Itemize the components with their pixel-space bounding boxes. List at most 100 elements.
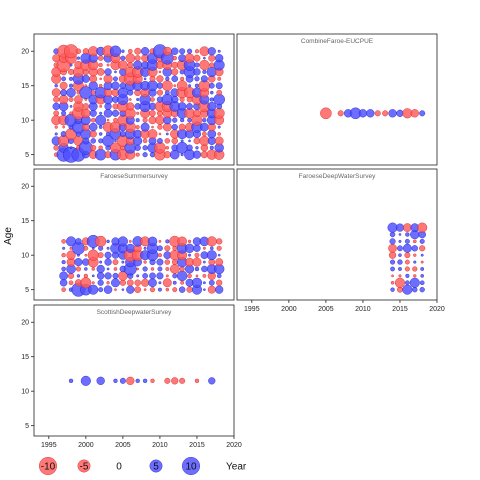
residual-point [172, 273, 178, 279]
residual-point [186, 144, 193, 151]
residual-point [200, 122, 209, 132]
residual-point [188, 139, 191, 143]
residual-point [96, 264, 105, 274]
panel-scottishdeepwatersurvey: ScottishDeepwaterSurvey 5 10 15 20 1995 2000 20… [21, 304, 242, 449]
residual-point [388, 243, 397, 253]
residual-point [96, 272, 105, 280]
residual-point [195, 146, 199, 150]
residual-point [209, 97, 214, 102]
residual-point [411, 245, 418, 252]
residual-point [114, 139, 117, 143]
residual-point [409, 277, 420, 288]
residual-point [188, 84, 192, 88]
residual-point [391, 274, 394, 278]
residual-point [143, 260, 147, 264]
x-tick-label: 2000 [78, 442, 94, 449]
residual-point [59, 279, 68, 287]
residual-point [88, 284, 99, 295]
x-tick-label: 2010 [355, 306, 371, 313]
residual-point [193, 137, 201, 145]
residual-point [390, 266, 395, 272]
residual-point [158, 239, 162, 243]
residual-point [202, 69, 207, 74]
residual-point [119, 82, 127, 89]
residual-point [210, 90, 214, 95]
residual-point [154, 141, 166, 154]
residual-point [164, 245, 171, 252]
residual-point [199, 135, 210, 146]
residual-point [158, 70, 162, 74]
residual-point [419, 287, 425, 293]
residual-point [216, 245, 222, 251]
residual-point [184, 53, 195, 63]
residual-point [140, 122, 150, 132]
residual-point [98, 138, 104, 144]
y-tick-label: 20 [21, 49, 29, 56]
residual-point [66, 250, 76, 260]
residual-point [126, 102, 135, 111]
residual-point [172, 280, 177, 285]
residual-point [405, 232, 410, 237]
residual-point [192, 150, 202, 159]
residual-point [157, 124, 163, 130]
residual-point [119, 377, 126, 384]
residual-point [118, 60, 128, 70]
residual-point [103, 74, 113, 84]
residual-point [134, 279, 141, 286]
residual-point [68, 280, 74, 286]
residual-point [136, 97, 140, 102]
residual-point [141, 278, 150, 287]
residual-point [208, 54, 216, 62]
x-tick-label: 2010 [152, 442, 168, 449]
panel-combinefaroe-eucpue: CombineFaroe-EUCPUE [236, 33, 438, 166]
residual-point [143, 246, 147, 250]
y-tick-label: 5 [25, 152, 29, 159]
residual-point [215, 258, 224, 266]
residual-point [398, 239, 402, 243]
residual-point [135, 125, 140, 130]
residual-point [172, 117, 178, 123]
residual-point [185, 257, 194, 267]
residual-point [51, 88, 61, 97]
residual-point [413, 274, 417, 278]
residual-point [178, 286, 186, 293]
residual-point [156, 272, 164, 280]
residual-point [120, 55, 126, 61]
panel-residuals: 5 10 15 20 [21, 33, 235, 166]
residual-point [117, 236, 128, 247]
residual-point [207, 101, 217, 111]
legend-bubble [149, 459, 163, 473]
residual-point [112, 272, 119, 279]
residual-point [171, 68, 179, 76]
residual-point [61, 253, 66, 258]
residual-point [419, 110, 426, 117]
panel-faroesesummersurvey: FaroeseSummersurvey 5 10 15 20 [21, 168, 235, 301]
residual-point [113, 267, 118, 271]
residual-point [209, 62, 215, 68]
residual-point [156, 75, 164, 83]
x-tick-label: 2000 [281, 306, 297, 313]
residual-point [111, 278, 120, 288]
residual-point [172, 55, 177, 61]
residual-point [68, 97, 74, 102]
legend-bubble [77, 459, 91, 473]
residual-point [106, 267, 110, 271]
residual-point [134, 47, 142, 55]
residual-point [156, 258, 164, 266]
residual-point [358, 109, 368, 118]
x-tick-label: 2020 [429, 306, 445, 313]
residual-point [90, 90, 96, 95]
residual-point [133, 60, 143, 70]
legend-label: -10 [41, 462, 56, 473]
residual-point [215, 82, 223, 90]
residual-point [419, 280, 425, 286]
residual-point [337, 110, 344, 117]
residual-point [60, 89, 68, 96]
residual-point [95, 235, 107, 247]
residual-point [164, 377, 171, 384]
residual-point [402, 243, 412, 253]
residual-point [410, 109, 419, 118]
residual-point [171, 47, 179, 55]
residual-point [125, 53, 136, 63]
residual-point [156, 89, 163, 96]
